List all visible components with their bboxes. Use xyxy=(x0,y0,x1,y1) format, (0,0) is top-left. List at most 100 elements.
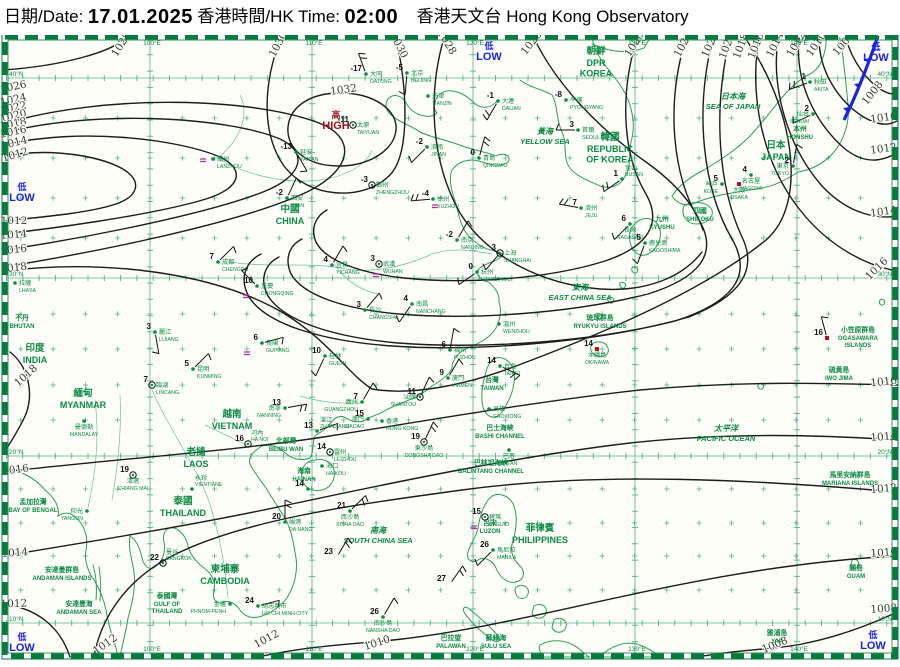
station-dot xyxy=(330,263,334,267)
station-temp: 16 xyxy=(235,434,244,443)
station-dot xyxy=(247,443,249,445)
geo-label-en: RYUKYU ISLANDS xyxy=(573,324,626,330)
station-dot xyxy=(477,156,481,160)
station-name-zh: 廈門 xyxy=(452,374,464,382)
station-temp: 3 xyxy=(371,254,376,263)
station-temp: 3 xyxy=(357,300,362,309)
geo-label-zh: 日本 xyxy=(766,139,786,151)
station-name-en: XIAMEN xyxy=(452,383,472,389)
station-name-zh: 天津 xyxy=(432,92,444,100)
geo-label-zh: 太平洋 xyxy=(713,424,740,433)
station-dot xyxy=(228,602,232,606)
station-name-zh: 長沙 xyxy=(369,307,381,314)
station-name-en: HA NOI xyxy=(251,437,269,443)
station-dot xyxy=(323,354,327,358)
station-name-zh: 鄭州 xyxy=(376,181,388,189)
station-dot xyxy=(499,252,501,254)
station-name-en: BAGUIO xyxy=(489,522,509,528)
station-temp: 5 xyxy=(185,359,190,368)
lat-label-right: 10°N xyxy=(877,615,892,623)
geo-label-en: THAILAND xyxy=(160,508,206,518)
station-name-en: KUNMING xyxy=(197,374,222,380)
station-name-en: DA NANG xyxy=(289,527,312,533)
station-dot xyxy=(426,94,430,98)
station-name-en: DATONG xyxy=(370,79,392,85)
station-temp: 14 xyxy=(487,356,496,365)
geo-label-zh: 朝鮮 xyxy=(586,45,606,57)
geo-label-en: CAMBODIA xyxy=(200,576,250,586)
lat-label-left: 20°N xyxy=(9,448,24,456)
station-dot xyxy=(162,562,164,564)
station-name-zh: 秋田 xyxy=(814,78,826,86)
station-temp: 4 xyxy=(324,255,329,264)
station-name-en: HAIKOU xyxy=(326,471,346,477)
station-temp: 15 xyxy=(472,507,481,516)
station-name-en: MANDALAY xyxy=(70,432,99,438)
geo-label-zh: 北部灣 xyxy=(276,436,297,445)
station-name-zh: 濟州 xyxy=(585,204,597,212)
station-name-en: PHNOM-PENH xyxy=(191,609,227,615)
geo-label-en: SOUTH CHINA SEA xyxy=(343,536,412,545)
station-dot xyxy=(419,396,421,398)
station-name-zh: 重慶 xyxy=(261,282,273,290)
station-name-en: LANZHOU xyxy=(217,164,242,170)
station-dot xyxy=(363,308,367,312)
station-temp: 16 xyxy=(814,328,823,337)
station-temp: 6 xyxy=(442,340,447,349)
geo-label-en: YAP xyxy=(771,639,783,645)
station-dot xyxy=(320,464,324,468)
station-temp: 7 xyxy=(573,198,578,207)
geo-label-en: GUAM xyxy=(847,574,865,580)
station-name-en: LIJIANG xyxy=(159,337,179,343)
station-dot xyxy=(431,197,435,201)
geo-label-en: EAST CHINA SEA xyxy=(548,293,611,302)
map-background xyxy=(6,38,894,655)
station-name-en: JINAN xyxy=(431,152,446,158)
geo-label-zh: 泰國灣 xyxy=(156,591,178,600)
station-name-en: XUZHOU xyxy=(437,204,459,210)
station-name-zh: 澳門 xyxy=(352,415,364,423)
lon-label-bottom: 140°E xyxy=(790,645,808,653)
station-name-zh: 貴陽 xyxy=(266,339,278,347)
station-dot xyxy=(405,71,409,75)
wind-barb-feather xyxy=(789,83,790,90)
station-name-zh: 首爾 xyxy=(582,126,594,134)
station-temp: 0 xyxy=(469,262,474,271)
geo-label-en: TAIWAN xyxy=(480,386,503,392)
station-red-marker xyxy=(595,347,599,351)
low-label-zh: 低 xyxy=(483,40,493,51)
station-name-zh: 雷州 xyxy=(334,449,346,456)
station-name-zh: 神戶 xyxy=(706,180,718,188)
time-label: 香港時間/HK Time: xyxy=(197,7,340,26)
station-dot xyxy=(811,112,815,116)
station-dot xyxy=(283,520,287,524)
station-dot xyxy=(255,284,259,288)
station-name-en: QINGDAO xyxy=(483,163,508,169)
station-dot xyxy=(82,419,86,423)
station-dot xyxy=(13,281,17,285)
station-dot xyxy=(749,173,753,177)
station-temp: -4 xyxy=(422,189,430,198)
station-name-zh: 麗江 xyxy=(159,329,171,336)
station-dot xyxy=(352,124,354,126)
station-name-en: MANILA xyxy=(497,555,517,561)
geo-label-en: MARIANA ISLANDS xyxy=(822,481,878,487)
wind-barb-feather xyxy=(300,171,307,172)
station-name-en: LHASA xyxy=(19,288,37,294)
station-name-zh: 曼谷 xyxy=(166,548,178,556)
geo-label-zh: 東海 xyxy=(572,283,590,292)
geo-label-zh: 日本海 xyxy=(721,92,747,101)
station-name-en: ZHENGZHOU xyxy=(376,190,409,196)
station-temp: 22 xyxy=(150,553,159,562)
geo-label-zh: 小笠原群島 xyxy=(840,325,875,334)
station-name-zh: 仰光 xyxy=(71,507,83,515)
station-name-en: BEIJING xyxy=(411,78,431,84)
station-name-en: VIENTIANE xyxy=(195,482,223,488)
low-label-en: LOW xyxy=(863,52,889,64)
station-name-en: TIANJIN xyxy=(432,101,452,107)
station-temp: 4 xyxy=(404,294,409,303)
station-name-zh: 南昌 xyxy=(416,300,428,308)
station-name-zh: 徐州 xyxy=(437,195,449,203)
